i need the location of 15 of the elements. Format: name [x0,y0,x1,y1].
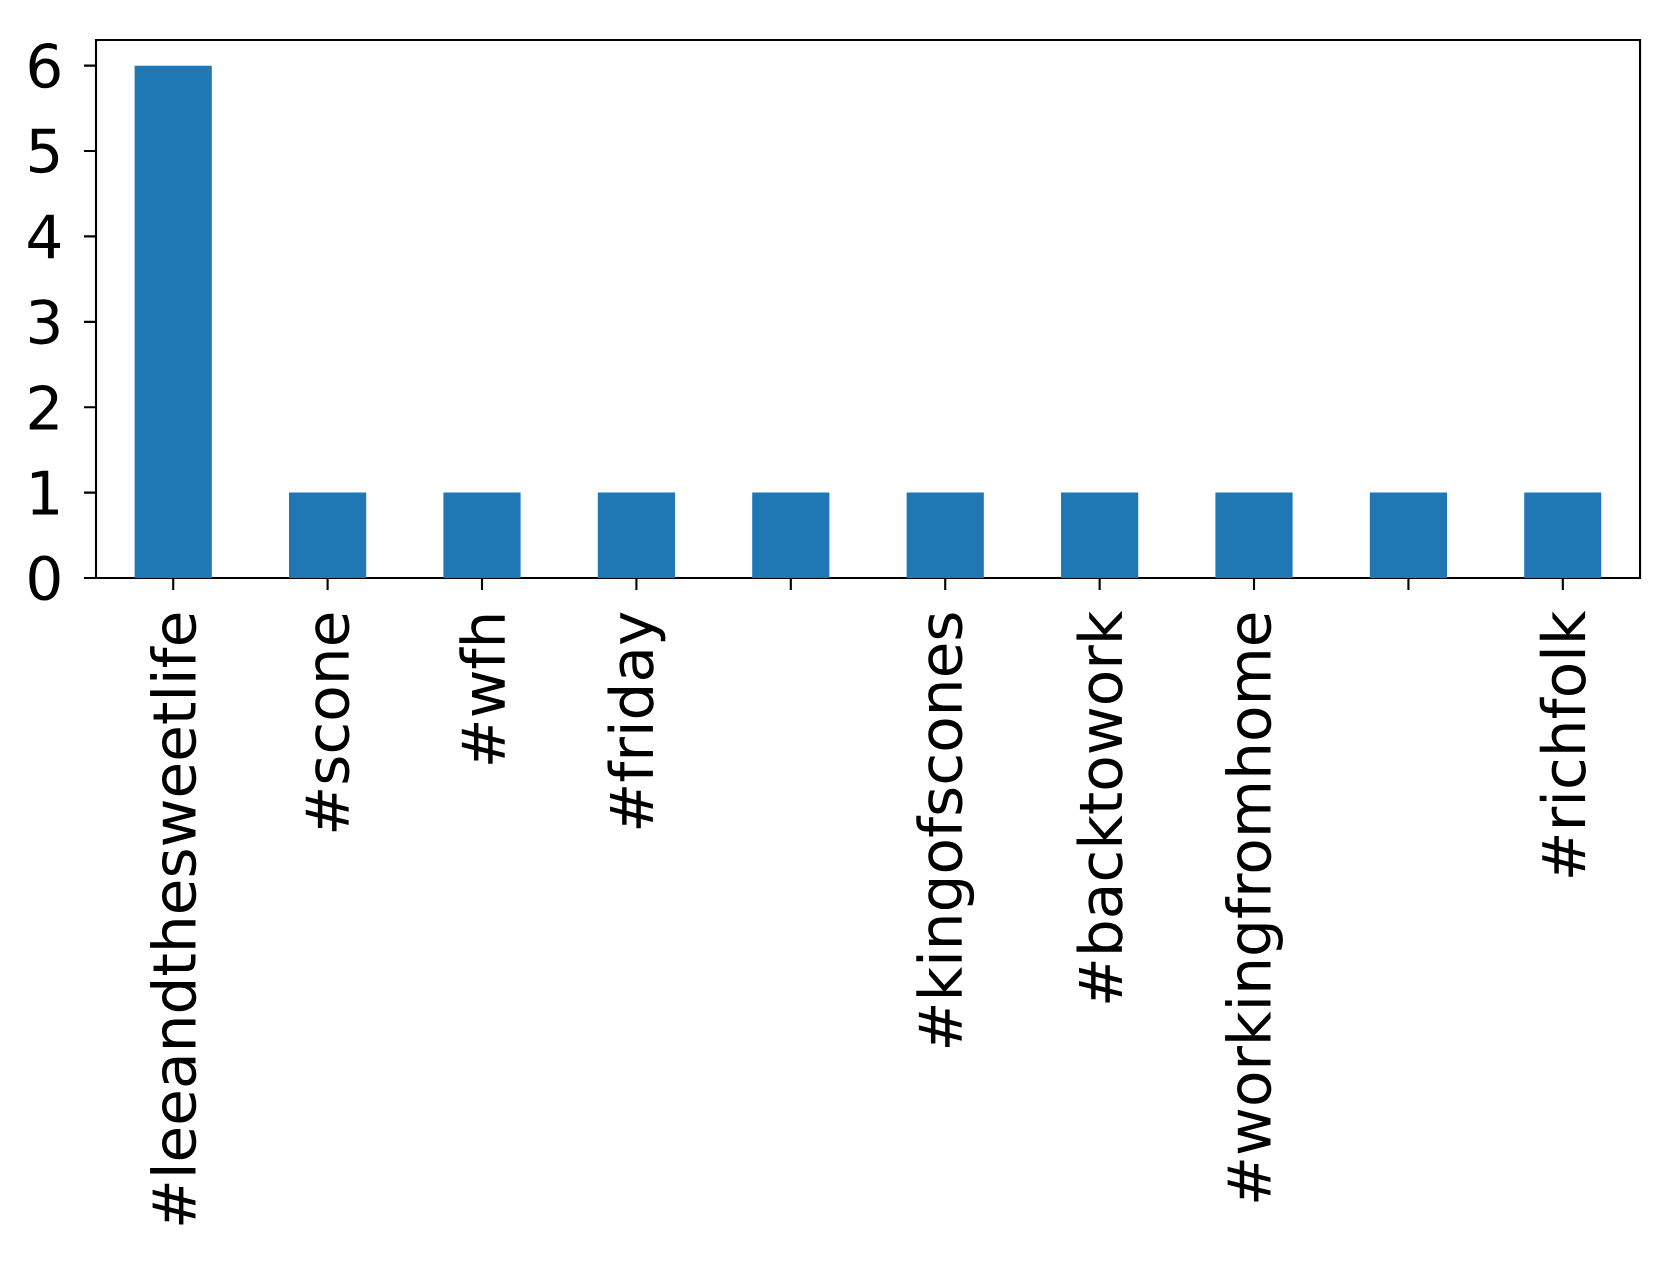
y-tick-label: 0 [29,555,60,601]
y-tick-label: 6 [29,43,60,89]
y-tick-label: 3 [29,299,59,345]
y-tick-label: 4 [28,214,61,259]
x-tick-label: #backtowork [1076,610,1123,1003]
x-tick-label: #workingfromhome [1225,613,1283,1202]
x-tick-label: #wfh [459,615,505,764]
y-tick-label: 2 [29,385,58,430]
x-tick-label: #friday [607,612,666,829]
x-tick-label: #kingofscones [916,613,975,1047]
x-tick-label: #leeandthesweetlife [150,613,197,1225]
x-tick-label: #richfolk [1539,610,1586,877]
x-tick-label: #scone [305,613,350,832]
y-tick-label: 5 [30,128,59,174]
y-tick-label: 1 [31,470,58,515]
